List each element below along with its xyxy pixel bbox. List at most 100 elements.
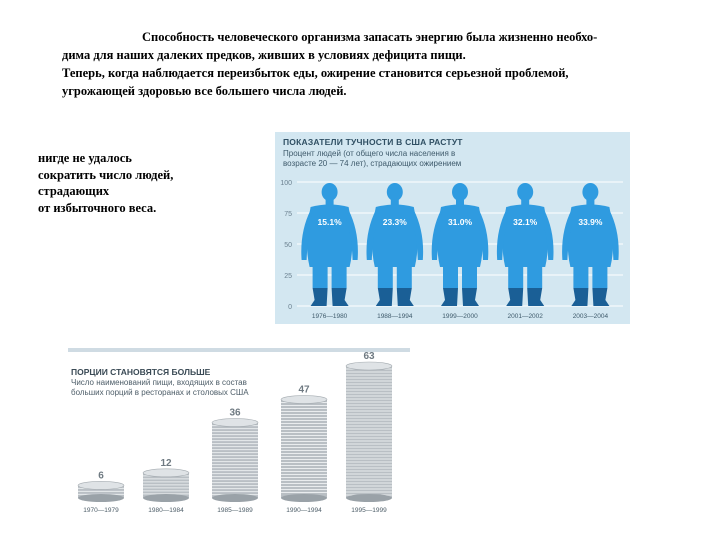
figure-neck bbox=[521, 199, 530, 205]
figure-left-leg bbox=[573, 266, 589, 288]
y-tick-label: 25 bbox=[284, 273, 292, 280]
figure-right-foot bbox=[462, 288, 479, 306]
category-label: 1970—1979 bbox=[83, 507, 119, 514]
figure-right-leg bbox=[527, 266, 543, 288]
figure-torso bbox=[567, 204, 614, 267]
figure-left-arm bbox=[366, 210, 378, 260]
figure-torso bbox=[437, 204, 483, 267]
portions-chart-top-rule bbox=[68, 348, 410, 352]
figure-left-foot bbox=[375, 288, 393, 306]
figure-right-foot bbox=[331, 288, 349, 306]
category-label: 1999—2000 bbox=[442, 313, 478, 320]
figure-right-leg bbox=[462, 266, 477, 288]
value-label: 31.0% bbox=[448, 217, 473, 227]
figure-right-arm bbox=[542, 210, 554, 260]
person-figure bbox=[431, 183, 489, 306]
person-figure bbox=[496, 183, 554, 306]
figure-right-foot bbox=[396, 288, 414, 306]
figure-left-foot bbox=[310, 288, 328, 306]
category-label: 2001—2002 bbox=[507, 313, 543, 320]
value-label: 12 bbox=[160, 458, 172, 469]
plate-stack bbox=[211, 418, 259, 502]
figure-left-foot bbox=[571, 288, 589, 306]
value-label: 32.1% bbox=[513, 217, 538, 227]
intro-text: Способность человеческого организма запа… bbox=[62, 28, 662, 100]
figure-right-foot bbox=[592, 288, 610, 306]
figure-left-leg bbox=[443, 266, 458, 288]
figure-left-arm bbox=[431, 210, 443, 260]
category-label: 2003—2004 bbox=[573, 313, 609, 320]
plate-stack bbox=[280, 395, 328, 502]
person-figure bbox=[366, 183, 424, 306]
side-note-line-2: сократить число людей, bbox=[38, 167, 174, 182]
portions-chart: 6 1970—1979 12 1980—1984 36 1985—1989 47 1990—1… bbox=[68, 348, 410, 516]
plate-bottom bbox=[346, 494, 392, 502]
value-label: 15.1% bbox=[318, 217, 343, 227]
figure-neck bbox=[390, 199, 399, 205]
figure-right-arm bbox=[477, 210, 489, 260]
category-label: 1990—1994 bbox=[286, 507, 322, 514]
figure-neck bbox=[325, 199, 334, 205]
value-label: 33.9% bbox=[578, 217, 603, 227]
figure-head bbox=[452, 183, 468, 201]
person-figure bbox=[301, 183, 358, 306]
figure-right-leg bbox=[331, 266, 347, 288]
value-label: 63 bbox=[363, 351, 375, 362]
intro-line-4: угрожающей здоровью все большего числа л… bbox=[62, 84, 347, 98]
figure-head bbox=[517, 183, 534, 201]
plate-stack bbox=[77, 481, 125, 502]
y-tick-label: 0 bbox=[288, 304, 292, 311]
figure-right-arm bbox=[607, 210, 619, 260]
category-label: 1988—1994 bbox=[377, 313, 413, 320]
plate-stack bbox=[142, 468, 190, 502]
intro-line-1: Способность человеческого организма запа… bbox=[142, 30, 598, 44]
figure-left-foot bbox=[506, 288, 524, 306]
figure-left-leg bbox=[377, 266, 393, 288]
category-label: 1980—1984 bbox=[148, 507, 184, 514]
figure-right-foot bbox=[527, 288, 545, 306]
intro-line-2: дима для наших далеких предков, живших в… bbox=[62, 48, 466, 62]
plate-top bbox=[345, 361, 393, 371]
plate-top bbox=[77, 481, 125, 490]
value-label: 6 bbox=[98, 470, 104, 481]
side-note-line-4: от избыточного веса. bbox=[38, 200, 157, 215]
plate-bottom bbox=[212, 494, 258, 502]
obesity-chart-plot: 100 75 50 25 0 15.1% 1976—1980 23.3% 1988—1994 31… bbox=[280, 180, 623, 320]
figure-left-arm bbox=[496, 210, 509, 260]
figure-neck bbox=[456, 199, 464, 205]
plate-bottom bbox=[78, 494, 124, 502]
figure-right-arm bbox=[411, 210, 424, 260]
figure-left-leg bbox=[508, 266, 524, 288]
figure-left-arm bbox=[301, 210, 313, 260]
plate-stack-body bbox=[212, 422, 258, 498]
category-label: 1985—1989 bbox=[217, 507, 253, 514]
figure-head bbox=[321, 183, 338, 201]
figure-left-foot bbox=[441, 288, 458, 306]
category-label: 1976—1980 bbox=[312, 313, 348, 320]
side-note-line-1: нигде не удалось bbox=[38, 151, 132, 165]
y-tick-label: 50 bbox=[284, 242, 292, 249]
intro-line-3: Теперь, когда наблюдается переизбыток ед… bbox=[62, 66, 569, 80]
figure-torso bbox=[372, 204, 418, 267]
figure-head bbox=[582, 183, 599, 201]
plate-top bbox=[142, 468, 190, 478]
plate-bottom bbox=[143, 494, 189, 502]
figure-neck bbox=[586, 199, 595, 205]
figure-right-leg bbox=[592, 266, 608, 288]
figure-torso bbox=[502, 204, 548, 267]
obesity-chart: 100 75 50 25 0 15.1% 1976—1980 23.3% 1988—1994 31… bbox=[275, 132, 630, 324]
y-tick-label: 75 bbox=[284, 211, 292, 218]
figure-right-leg bbox=[396, 266, 412, 288]
figure-left-arm bbox=[562, 210, 574, 260]
figure-right-arm bbox=[346, 210, 358, 260]
y-tick-label: 100 bbox=[280, 180, 292, 187]
portions-chart-subtitle: Число наименований пищи, входящих в сост… bbox=[71, 378, 249, 397]
plate-bottom bbox=[281, 494, 327, 502]
value-label: 23.3% bbox=[383, 217, 408, 227]
side-note: нигде не удалось сократить число людей, … bbox=[38, 150, 238, 216]
portions-chart-plot: 6 1970—1979 12 1980—1984 36 1985—1989 47 1990—1… bbox=[77, 351, 393, 514]
plate-stack bbox=[345, 361, 393, 502]
portions-chart-title: ПОРЦИИ СТАНОВЯТСЯ БОЛЬШЕ bbox=[71, 367, 211, 377]
category-label: 1995—1999 bbox=[351, 507, 387, 514]
obesity-chart-title: ПОКАЗАТЕЛИ ТУЧНОСТИ В США РАСТУТ bbox=[283, 137, 463, 147]
